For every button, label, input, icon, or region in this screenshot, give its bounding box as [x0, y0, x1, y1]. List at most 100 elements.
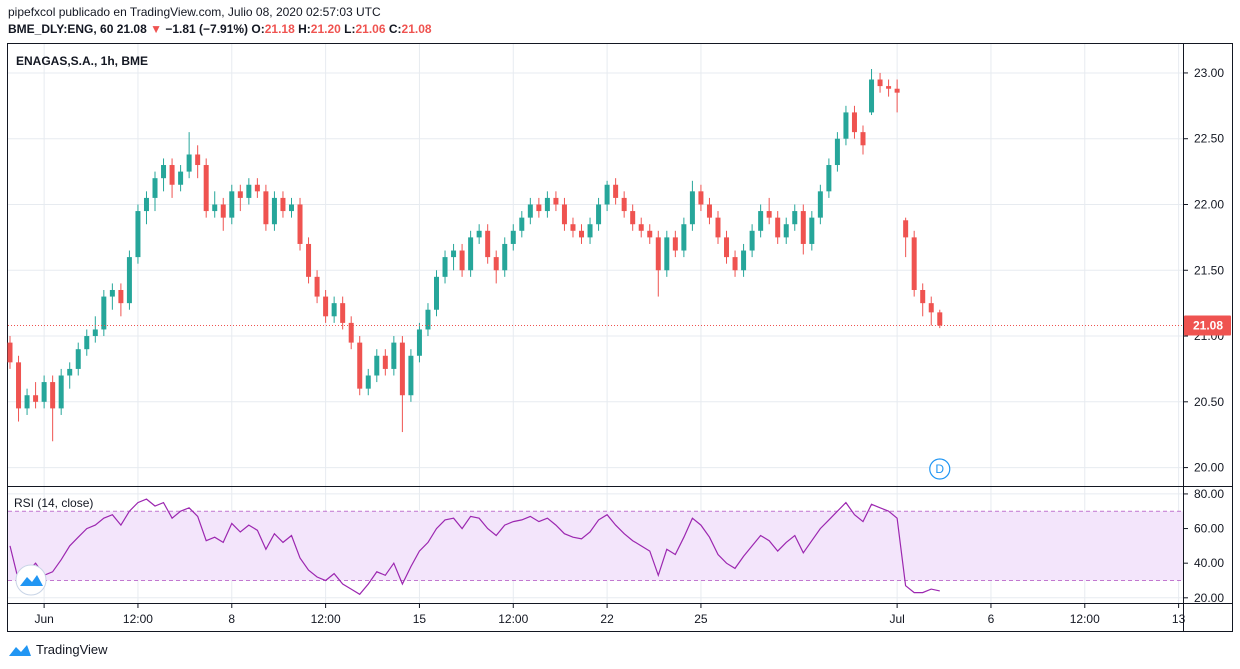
rsi-tick-label: 60.00 — [1194, 522, 1224, 536]
candle-body — [903, 220, 909, 238]
high-value: 21.20 — [310, 22, 341, 36]
close-value: 21.08 — [401, 22, 432, 36]
time-tick-label: 12:00 — [123, 612, 153, 626]
candle-body — [766, 211, 772, 218]
tradingview-logo-icon — [9, 644, 31, 656]
footer-brand[interactable]: TradingView — [8, 642, 108, 657]
price-tick-label: 21.50 — [1194, 263, 1224, 277]
price-badge: 21.08 — [1184, 315, 1231, 336]
candle-body — [681, 224, 687, 251]
time-tick-label: 25 — [694, 612, 708, 626]
candle-body — [331, 303, 337, 317]
rsi-axis[interactable]: 20.00 40.00 60.00 80.00 — [1183, 487, 1224, 605]
close-label: C: — [388, 22, 402, 36]
time-axis[interactable]: Jun12:00812:001512:002225Jul612:001312:0… — [34, 603, 1240, 626]
high-label: H: — [298, 22, 311, 36]
candle-body — [263, 191, 269, 225]
candle-body — [732, 257, 738, 271]
rsi-band — [8, 511, 1183, 581]
candle-body — [459, 250, 465, 271]
candle-body — [408, 355, 414, 396]
open-label: O: — [251, 22, 265, 36]
candle-body — [579, 230, 585, 238]
candle-body — [724, 237, 730, 258]
candle-body — [485, 230, 491, 258]
low-label: L: — [344, 22, 356, 36]
candle-body — [203, 165, 209, 212]
candle-body — [758, 211, 764, 231]
candle-body — [280, 197, 286, 212]
candle-body — [434, 276, 439, 310]
rsi-tick-label: 80.00 — [1194, 487, 1224, 501]
rsi-tick-label: 20.00 — [1194, 591, 1224, 605]
candle-body — [468, 237, 474, 271]
candle-body — [126, 257, 132, 304]
open-value: 21.18 — [264, 22, 295, 36]
candle-body — [323, 296, 329, 317]
candle-body — [212, 204, 218, 212]
price-tick-label: 20.50 — [1194, 395, 1224, 409]
candle-body — [613, 184, 619, 198]
candle-body — [741, 250, 747, 271]
chart-title: ENAGAS,S.A., 1h, BME — [16, 54, 148, 68]
candle-body — [476, 230, 482, 238]
candle-body — [596, 204, 602, 225]
candle-body — [647, 230, 653, 238]
symbol-label[interactable]: BME_DLY:ENG, 60 — [8, 22, 114, 36]
candle-body — [860, 132, 866, 146]
candle-body — [843, 112, 849, 139]
candle-body — [664, 237, 670, 271]
price-tick-label: 23.00 — [1194, 66, 1224, 80]
candle-body — [527, 204, 533, 218]
candle-body — [672, 237, 678, 251]
candle-body — [809, 217, 815, 244]
candle-body — [152, 178, 158, 198]
candle-body — [655, 237, 661, 271]
candle-body — [297, 204, 303, 244]
candle-body — [834, 138, 840, 166]
candle-body — [399, 342, 405, 396]
candle-body — [493, 257, 499, 271]
footer-brand-text: TradingView — [36, 642, 108, 657]
candle-body — [689, 191, 695, 225]
candle-body — [928, 303, 934, 313]
candle-body — [16, 362, 22, 409]
candle-body — [416, 329, 422, 356]
candle-body — [254, 184, 260, 192]
candle-body — [178, 171, 184, 185]
candle-body — [143, 197, 149, 212]
candle-body — [271, 197, 277, 225]
time-tick-label: 12:00 — [498, 612, 528, 626]
change-arrow-icon: ▼ — [150, 22, 162, 36]
candle-body — [229, 191, 235, 218]
candle-body — [195, 154, 201, 166]
time-tick-label: 22 — [600, 612, 614, 626]
dividend-marker-label: D — [935, 462, 944, 476]
candle-body — [800, 211, 806, 244]
candle-body — [109, 289, 115, 297]
candle-body — [502, 243, 508, 271]
ohlc-header: BME_DLY:ENG, 60 21.08 ▼ −1.81 (−7.91%) O… — [8, 22, 432, 36]
candle-body — [357, 342, 363, 389]
candle-body — [425, 309, 431, 330]
dividend-marker[interactable]: D — [929, 458, 951, 480]
price-tick-label: 20.00 — [1194, 461, 1224, 475]
candle-body — [391, 342, 397, 369]
candle-body — [920, 289, 926, 304]
candle-body — [570, 224, 576, 231]
candle-body — [246, 184, 252, 198]
candle-body — [519, 217, 525, 231]
publish-info: pipefxcol publicado en TradingView.com, … — [8, 5, 381, 19]
candle-body — [92, 329, 98, 337]
candle-body — [749, 230, 755, 251]
candle-body — [67, 368, 73, 376]
candle-body — [536, 204, 542, 212]
candle-body — [33, 395, 39, 402]
candle-body — [7, 342, 13, 363]
candle-body — [553, 197, 559, 205]
candle-body — [374, 355, 380, 376]
candle-body — [775, 217, 781, 238]
candle-body — [877, 79, 883, 87]
